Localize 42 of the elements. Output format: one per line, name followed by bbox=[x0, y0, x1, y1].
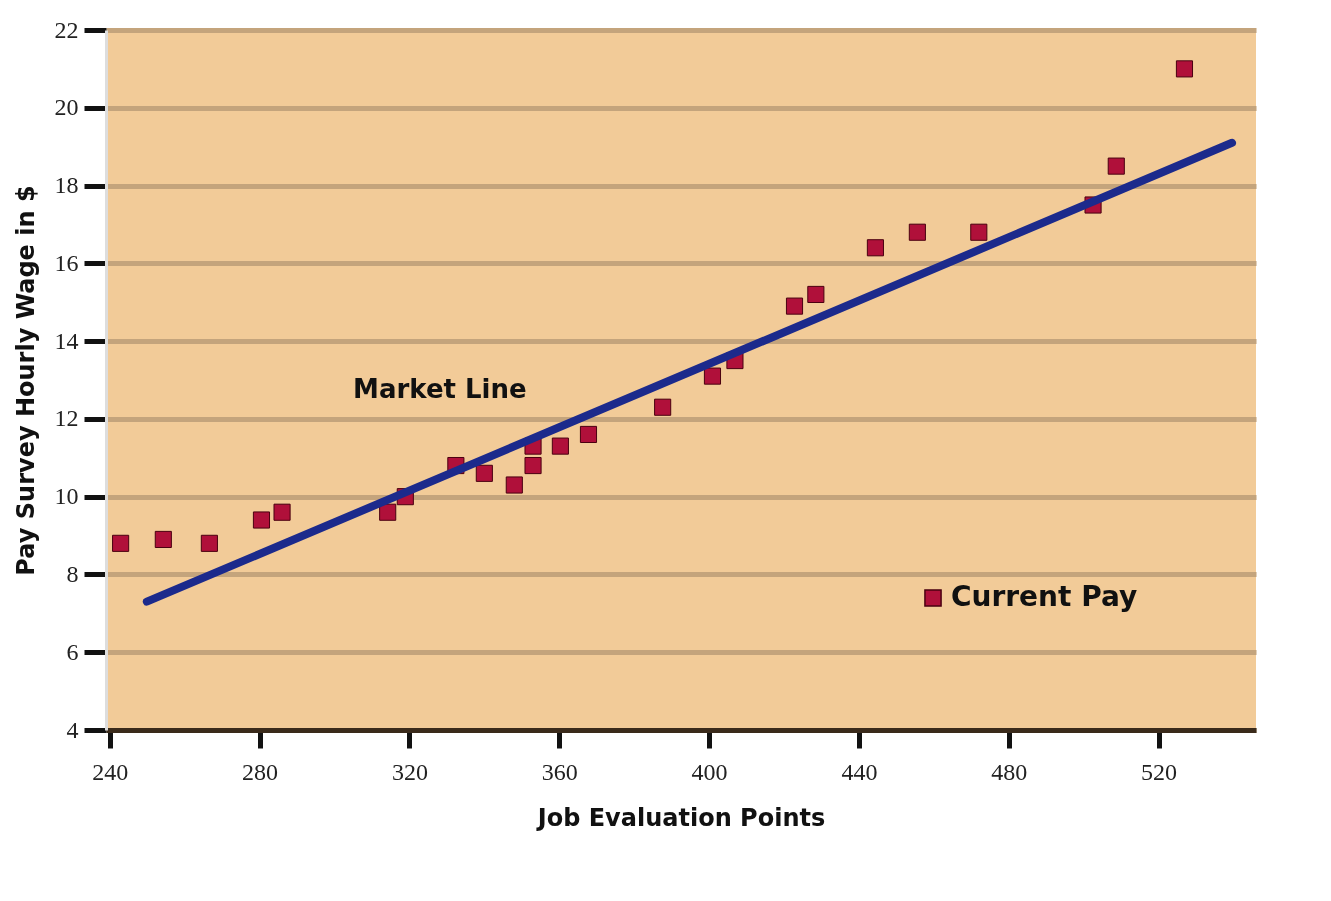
y-tick-label: 12 bbox=[54, 405, 79, 432]
point bbox=[703, 367, 722, 385]
series-label: Market Line bbox=[353, 373, 527, 404]
point bbox=[579, 425, 598, 444]
point bbox=[154, 530, 172, 549]
point bbox=[273, 503, 291, 521]
point bbox=[252, 511, 271, 529]
point bbox=[1175, 60, 1194, 78]
y-tick-label: 14 bbox=[54, 327, 79, 354]
x-tick-label: 480 bbox=[991, 758, 1028, 785]
x-tick-label: 360 bbox=[541, 758, 578, 785]
x-tick-label: 320 bbox=[391, 758, 428, 785]
y-tick-label: 20 bbox=[54, 94, 79, 121]
point bbox=[200, 534, 218, 552]
y-axis-title: Pay Survey Hourly Wage in $ bbox=[11, 185, 40, 576]
y-tick-label: 18 bbox=[54, 172, 79, 199]
x-tick-label: 400 bbox=[691, 758, 728, 785]
y-tick-label: 16 bbox=[54, 249, 79, 276]
y-tick-label: 10 bbox=[54, 483, 79, 510]
point bbox=[524, 456, 542, 475]
point bbox=[908, 223, 926, 241]
point bbox=[475, 464, 493, 482]
point bbox=[785, 297, 804, 315]
y-tick-label: 6 bbox=[66, 638, 79, 665]
legend-label: Current Pay bbox=[951, 580, 1138, 613]
point bbox=[1107, 157, 1125, 175]
point bbox=[379, 503, 397, 521]
x-tick-label: 280 bbox=[242, 758, 279, 785]
point bbox=[970, 223, 988, 241]
point bbox=[807, 285, 825, 304]
x-tick-label: 240 bbox=[92, 758, 129, 785]
y-tick-label: 8 bbox=[66, 560, 79, 587]
point bbox=[866, 239, 884, 257]
point bbox=[505, 476, 523, 494]
point bbox=[112, 534, 130, 552]
point bbox=[654, 398, 672, 416]
x-tick-label: 440 bbox=[841, 758, 878, 785]
x-axis-title: Job Evaluation Points bbox=[535, 803, 826, 832]
y-tick-label: 22 bbox=[54, 16, 79, 43]
point bbox=[551, 437, 569, 455]
y-tick-label: 4 bbox=[66, 716, 79, 743]
x-tick-label: 520 bbox=[1141, 758, 1178, 785]
